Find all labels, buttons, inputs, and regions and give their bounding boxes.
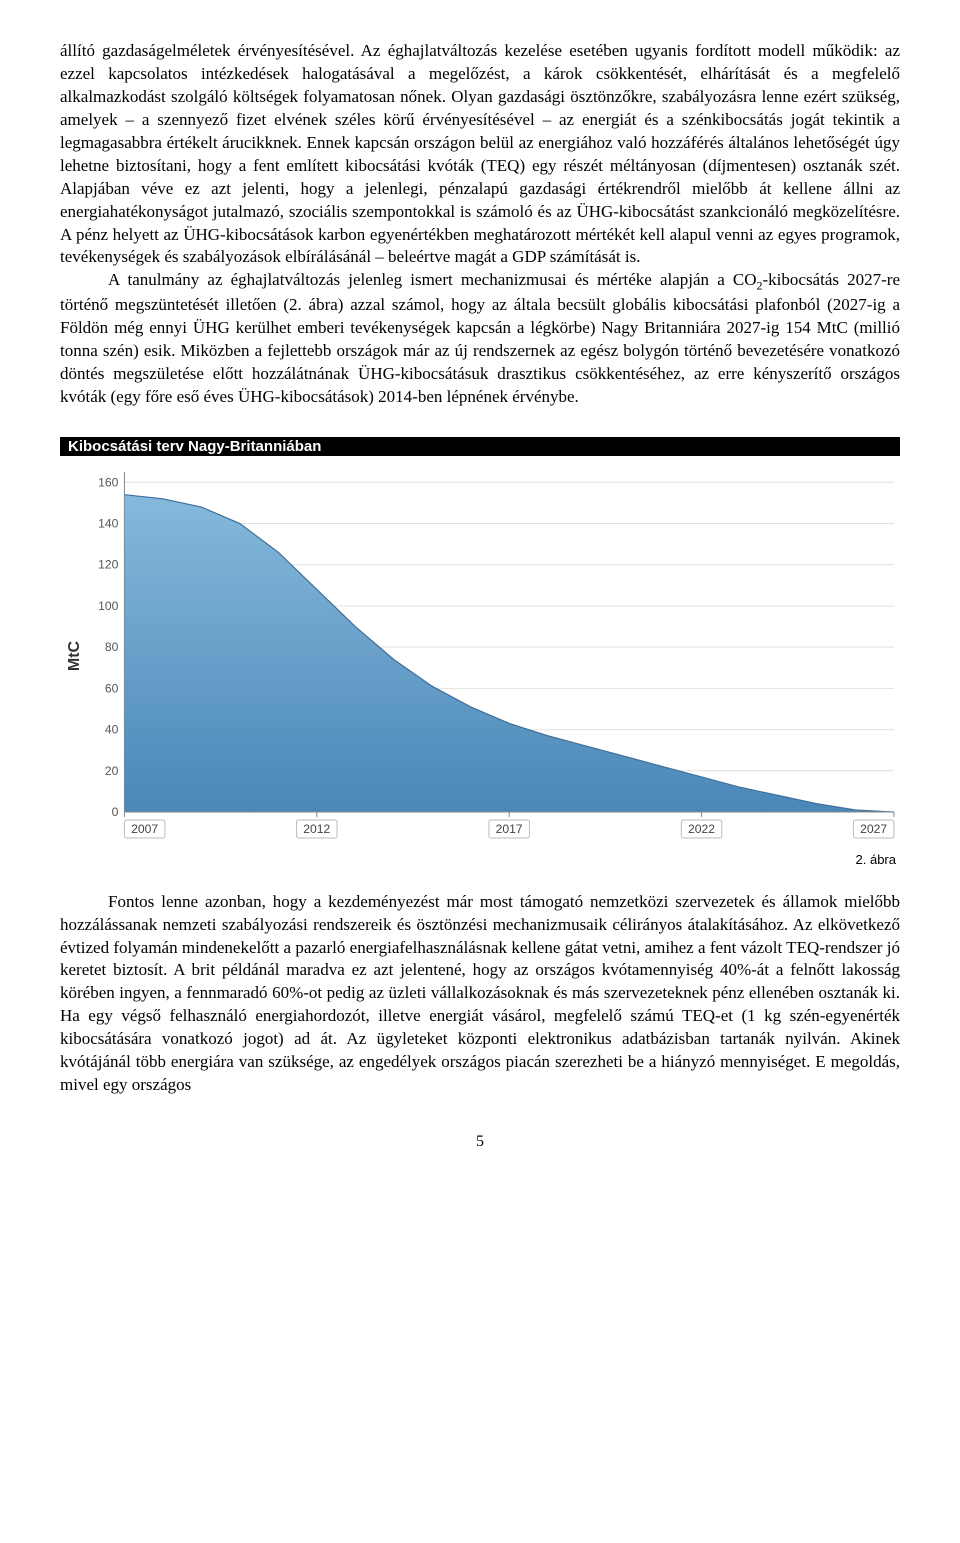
svg-text:0: 0	[112, 805, 119, 819]
svg-text:2012: 2012	[303, 822, 330, 836]
figure-2: Kibocsátási terv Nagy-Britanniában MtC 0…	[60, 437, 900, 867]
page: állító gazdaságelméletek érvényesítéséve…	[0, 0, 960, 1191]
svg-text:140: 140	[98, 516, 119, 530]
svg-text:40: 40	[105, 722, 119, 736]
paragraph-3: Fontos lenne azonban, hogy a kezdeményez…	[60, 891, 900, 1097]
y-axis-label-wrap: MtC	[60, 466, 90, 846]
svg-text:60: 60	[105, 681, 119, 695]
svg-text:2007: 2007	[131, 822, 158, 836]
svg-text:2027: 2027	[860, 822, 887, 836]
figure-caption: 2. ábra	[60, 852, 896, 867]
svg-text:100: 100	[98, 599, 119, 613]
plot-wrap: 0 20 40 60 80 100 120 140 160 2007 2012 2017 2022 202…	[90, 466, 900, 846]
page-number: 5	[60, 1133, 900, 1151]
svg-text:2017: 2017	[496, 822, 523, 836]
paragraph-2: A tanulmány az éghajlatváltozás jelenleg…	[60, 269, 900, 408]
svg-text:160: 160	[98, 475, 119, 489]
figure-title-bar: Kibocsátási terv Nagy-Britanniában	[60, 437, 900, 456]
paragraph-1: állító gazdaságelméletek érvényesítéséve…	[60, 40, 900, 269]
svg-text:20: 20	[105, 763, 119, 777]
paragraph-2-tail: -kibocsátás 2027-re történő megszüntetés…	[60, 270, 900, 405]
chart-area: MtC 0 20 40 60 80 100 120 140 160 2007 2012 2017 202…	[60, 456, 900, 846]
paragraph-2-head: A tanulmány az éghajlatváltozás jelenleg…	[108, 270, 757, 289]
y-axis-label: MtC	[66, 641, 84, 671]
svg-text:80: 80	[105, 640, 119, 654]
svg-text:120: 120	[98, 557, 119, 571]
svg-text:2022: 2022	[688, 822, 715, 836]
area-chart-svg: 0 20 40 60 80 100 120 140 160 2007 2012 2017 2022 202…	[90, 466, 900, 846]
